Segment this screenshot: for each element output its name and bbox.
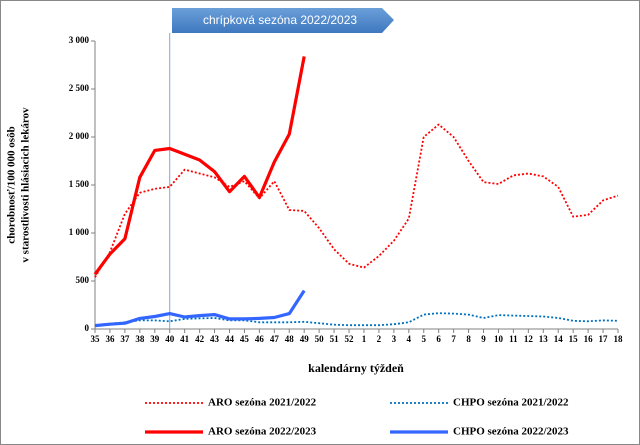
x-tick-label: 7 bbox=[451, 334, 456, 344]
x-tick-label: 43 bbox=[210, 334, 220, 344]
x-tick-label: 39 bbox=[150, 334, 160, 344]
x-tick-label: 15 bbox=[569, 334, 579, 344]
x-tick-label: 45 bbox=[240, 334, 250, 344]
x-tick-label: 14 bbox=[554, 334, 564, 344]
series-line bbox=[94, 289, 306, 328]
y-tick-label: 2 500 bbox=[69, 83, 90, 93]
y-tick-label: 2 000 bbox=[69, 131, 90, 141]
x-tick-label: 13 bbox=[539, 334, 549, 344]
y-tick-label: 500 bbox=[76, 275, 90, 285]
season-banner bbox=[172, 8, 394, 33]
y-tick-label: 1 000 bbox=[69, 227, 90, 237]
legend-label: CHPO sezóna 2021/2022 bbox=[453, 397, 569, 409]
x-tick-label: 37 bbox=[120, 334, 130, 344]
x-tick-label: 10 bbox=[494, 334, 504, 344]
y-tick-label: 1 500 bbox=[69, 179, 90, 189]
y-axis-title: chorobnosť/100 000 osôb bbox=[6, 126, 18, 243]
x-tick-label: 4 bbox=[407, 334, 412, 344]
x-tick-label: 17 bbox=[599, 334, 609, 344]
x-tick-label: 2 bbox=[377, 334, 382, 344]
x-tick-label: 11 bbox=[509, 334, 518, 344]
x-tick-label: 16 bbox=[584, 334, 594, 344]
x-tick-label: 47 bbox=[270, 334, 280, 344]
x-tick-label: 46 bbox=[255, 334, 265, 344]
y-tick-label: 3 000 bbox=[69, 35, 90, 45]
x-tick-label: 9 bbox=[481, 334, 486, 344]
legend-label: ARO sezóna 2021/2022 bbox=[208, 397, 317, 409]
x-tick-label: 51 bbox=[330, 334, 340, 344]
x-tick-label: 8 bbox=[466, 334, 471, 344]
x-axis-title: kalendárny týždeň bbox=[308, 361, 404, 375]
x-tick-label: 49 bbox=[300, 334, 310, 344]
series-line bbox=[93, 56, 306, 276]
legend-label: CHPO sezóna 2022/2023 bbox=[453, 426, 569, 438]
x-tick-label: 12 bbox=[524, 334, 534, 344]
x-tick-label: 35 bbox=[91, 334, 101, 344]
legend-label: ARO sezóna 2022/2023 bbox=[208, 426, 317, 438]
x-tick-label: 38 bbox=[135, 334, 145, 344]
series-line bbox=[94, 123, 619, 278]
x-tick-label: 41 bbox=[180, 334, 190, 344]
x-tick-label: 48 bbox=[285, 334, 295, 344]
x-tick-label: 6 bbox=[436, 334, 441, 344]
x-tick-label: 3 bbox=[392, 334, 397, 344]
x-tick-label: 5 bbox=[421, 334, 426, 344]
x-tick-label: 36 bbox=[105, 334, 115, 344]
x-tick-label: 18 bbox=[614, 334, 624, 344]
annotation: chrípková sezóna 2022/2023 bbox=[203, 13, 357, 27]
x-tick-label: 40 bbox=[165, 334, 175, 344]
y-axis-title: v starostlivosti hlásiacich lekárov bbox=[20, 107, 32, 263]
x-tick-label: 52 bbox=[345, 334, 355, 344]
x-tick-label: 42 bbox=[195, 334, 205, 344]
x-tick-label: 1 bbox=[362, 334, 367, 344]
y-tick-label: 0 bbox=[85, 323, 90, 333]
x-tick-label: 50 bbox=[315, 334, 325, 344]
x-tick-label: 44 bbox=[225, 334, 235, 344]
